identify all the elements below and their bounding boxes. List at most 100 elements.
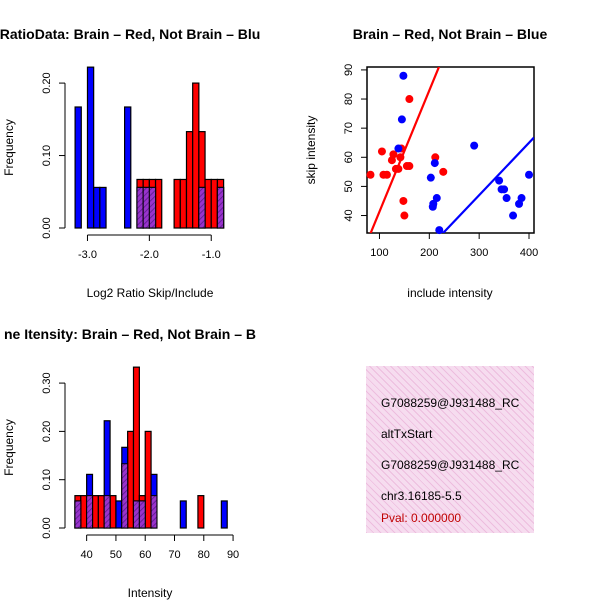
chart3-xtick-label: 40 [81,549,93,561]
chart3-ytick-label: 0.20 [41,421,53,442]
chart1-bar-overlap [148,186,157,229]
chart1-bar-brain [210,178,219,229]
chart3-bar-overlap [133,500,140,529]
chart2-point-brain [405,162,414,171]
chart1-bar-overlap [198,186,206,229]
chart3-ytick-label: 0.30 [41,372,53,393]
chart2-point-brain [366,170,375,179]
chart1-bar-brain [179,178,188,229]
chart1-bar-brain [192,82,200,229]
chart3-bar-brain [97,495,105,529]
chart2-xlabel: include intensity [407,286,492,300]
chart2-point-brain [394,164,403,173]
chart2-point-not-brain [432,194,441,203]
chart2-point-not-brain [470,141,479,150]
chart2-point-brain [439,167,448,176]
chart1-bar-not-brain [124,106,132,229]
chart2-xtick-label: 300 [470,247,488,259]
chart1-bar-overlap [136,186,144,229]
chart2-point-not-brain [525,170,534,179]
chart1-xtick-label: -3.0 [78,249,97,261]
chart2-xtick-label: 400 [520,247,538,259]
chart2-point-brain [400,211,409,220]
chart2-point-brain [431,153,440,162]
chart2-ytick-label: 40 [343,209,355,221]
chart2-ytick-label: 60 [343,151,355,163]
chart3-xtick-label: 50 [110,549,122,561]
chart3-bar-overlap [86,495,94,529]
chart2-xtick-label: 200 [420,247,438,259]
chart3-ytick-label: 0.00 [41,517,53,538]
chart1-bar-not-brain [74,106,82,229]
chart1-bar-not-brain [86,66,95,229]
pval-label: Pval: 0.000000 [381,511,462,525]
chart2-point-brain [399,196,408,205]
chart2-point-not-brain [502,194,511,203]
chart3-bar-overlap [150,495,158,529]
chart2-point-not-brain [399,71,408,80]
chart1-xtick-label: -1.0 [202,249,221,261]
chart2-ytick-label: 90 [343,64,355,76]
chart2-ytick-label: 50 [343,180,355,192]
chart1-ytick-label: 0.10 [41,145,53,166]
chart3-xtick-label: 70 [168,549,180,561]
chart3-bar-brain [91,495,99,529]
chart3-bar-overlap [138,500,146,529]
chart3-title: ne Itensity: Brain – Red, Not Brain – B [4,326,256,342]
chart3-bar-overlap [103,495,111,529]
chart1-bar-brain [154,178,163,229]
chart1-bar-not-brain [99,186,107,229]
chart2-point-brain [405,95,414,104]
chart1-bar-brain [173,178,181,229]
chart3-bar-brain [197,495,205,529]
chart2-point-not-brain [397,115,406,124]
chart3-xtick-label: 60 [139,549,151,561]
chart2-point-not-brain [495,176,504,185]
chart1-bar-overlap [142,186,150,229]
chart2-ytick-label: 70 [343,122,355,134]
chart3-bar-not-brain [179,500,187,529]
chart3-bar-brain [109,495,117,529]
chart2-point-not-brain [426,173,435,182]
chart2-point-brain [396,153,405,162]
chart3-xtick-label: 80 [198,549,210,561]
chart2-point-not-brain [517,194,526,203]
chart1-xtick-label: -2.0 [140,249,159,261]
chart3-ytick-label: 0.10 [41,469,53,490]
chart2-ylabel: skip intensity [304,116,318,185]
chart3-bar-brain [80,495,88,529]
chart2-point-not-brain [509,211,518,220]
chart3-xlabel: Intensity [128,586,173,600]
chart3-bar-overlap [74,500,82,529]
info-panel: G7088259@J931488_RC altTxStart G7088259@… [366,366,534,533]
chart2-point-not-brain [500,185,509,194]
chart3-xtick-label: 90 [227,549,239,561]
chart3-ylabel: Frequency [2,419,16,476]
chart3-bar-brain [144,430,152,529]
chart2-point-brain [377,147,386,156]
chart2-fit-line-not-brain [441,136,534,233]
chart1-ylabel: Frequency [2,119,16,176]
chart2-point-not-brain [394,144,403,153]
chart2-point-not-brain [429,199,438,208]
chart3-bar-not-brain [220,500,228,529]
chart1-bar-overlap [216,186,225,229]
chart2-title: Brain – Red, Not Brain – Blue [353,26,548,42]
probe-id-secondary: G7088259@J931488_RC [381,458,520,472]
chart3-bar-brain [127,430,135,529]
probe-id: G7088259@J931488_RC [381,396,520,410]
chart2-fit-line-brain [369,67,441,233]
chart2-xtick-label: 100 [370,247,388,259]
chart1-bar-brain [185,131,194,229]
chart1-bar-not-brain [93,186,101,229]
chart2-point-not-brain [430,159,439,168]
chart1-title: RatioData: Brain – Red, Not Brain – Blu [0,26,260,42]
chart2-plot-box [366,66,535,234]
event-type: altTxStart [381,427,433,441]
chart2-point-brain [382,170,391,179]
chart3-bar-overlap [121,463,129,529]
chart1-ytick-label: 0.00 [41,217,53,238]
chart1-bar-brain [204,178,212,229]
chart3-bar-not-brain [115,500,123,529]
